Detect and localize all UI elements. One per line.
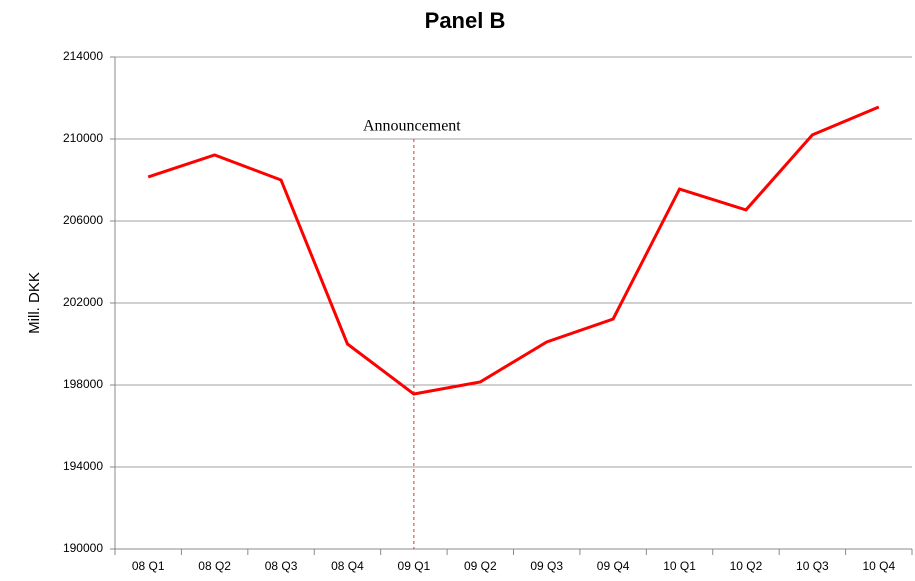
x-tick-label: 10 Q4 [862,559,895,573]
y-tick-label: 206000 [63,213,103,227]
x-tick-label: 10 Q2 [730,559,763,573]
x-tick-label: 10 Q1 [663,559,696,573]
x-tick-label: 09 Q1 [398,559,431,573]
line-series [147,105,880,396]
x-tick-label: 10 Q3 [796,559,829,573]
x-tick-label: 09 Q3 [530,559,563,573]
x-tick-label: 08 Q3 [265,559,298,573]
y-tick-label: 210000 [63,131,103,145]
y-tick-label: 214000 [63,49,103,63]
y-tick-label: 198000 [63,377,103,391]
y-axis-label: Mill. DKK [26,272,43,334]
x-tick-label: 08 Q4 [331,559,364,573]
y-tick-label: 194000 [63,459,103,473]
x-tick-label: 08 Q2 [198,559,231,573]
x-tick-label: 09 Q4 [597,559,630,573]
y-tick-label: 190000 [63,541,103,555]
annotation: Announcement [363,118,461,135]
x-tick-label: 08 Q1 [132,559,165,573]
chart-title: Panel B [425,8,506,33]
y-tick-label: 202000 [63,295,103,309]
x-tick-label: 09 Q2 [464,559,497,573]
